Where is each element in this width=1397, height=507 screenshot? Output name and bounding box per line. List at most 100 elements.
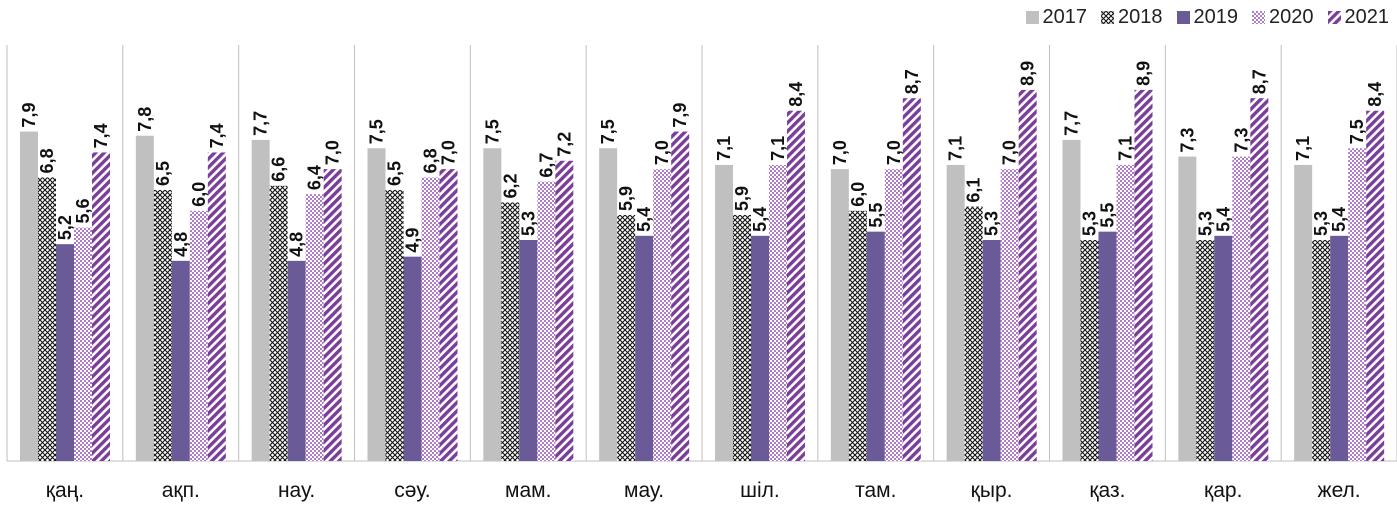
legend-label-2018: 2018 xyxy=(1118,6,1163,28)
legend-label-2017: 2017 xyxy=(1042,6,1088,28)
data-label-2017-10: 7,3 xyxy=(1177,128,1197,153)
data-label-2020-3: 6,8 xyxy=(421,148,441,173)
category-label-9: қаз. xyxy=(1089,479,1125,502)
data-label-2021-11: 8,4 xyxy=(1365,82,1385,107)
bar-2018-0 xyxy=(38,177,56,461)
legend-item-2021: 2021 xyxy=(1327,6,1390,29)
data-label-2018-3: 6,5 xyxy=(385,161,405,186)
data-label-2018-7: 6,0 xyxy=(848,182,868,207)
bar-2019-9 xyxy=(1098,231,1117,461)
data-label-2019-2: 4,8 xyxy=(287,232,307,257)
bar-2018-6 xyxy=(733,214,751,461)
legend-swatch-2017 xyxy=(1025,11,1039,24)
data-label-2021-5: 7,9 xyxy=(670,103,690,128)
data-label-2020-9: 7,1 xyxy=(1116,136,1136,161)
data-label-2017-7: 7,0 xyxy=(830,140,850,165)
data-label-2018-11: 5,3 xyxy=(1311,211,1331,236)
legend-label-2019: 2019 xyxy=(1193,6,1239,28)
bar-2019-5 xyxy=(635,235,654,461)
data-label-2020-2: 6,4 xyxy=(305,165,325,190)
data-labels-layer: 7,9 6,8 5,25,6 7,4 7,8 6,5 4,8 6,0 7,4 7,7 6,6 4,8 6… xyxy=(19,61,1385,257)
data-label-2020-11: 7,5 xyxy=(1347,119,1367,144)
data-label-2019-6: 5,4 xyxy=(750,207,770,232)
bar-2021-9 xyxy=(1134,89,1153,462)
data-label-2019-0: 5,2 xyxy=(55,215,75,240)
data-label-2017-6: 7,1 xyxy=(714,136,734,161)
data-label-2017-11: 7,1 xyxy=(1293,136,1313,161)
data-label-2018-10: 5,3 xyxy=(1195,211,1215,236)
chart-legend: 2017 2018 2019 2020 2021 xyxy=(1025,6,1390,29)
bar-2020-3 xyxy=(421,177,440,461)
bar-2017-6 xyxy=(715,164,733,461)
data-label-2019-9: 5,5 xyxy=(1098,203,1118,228)
bar-2021-6 xyxy=(787,110,805,461)
bar-2020-1 xyxy=(189,210,208,461)
data-label-2017-4: 7,5 xyxy=(482,119,502,144)
bar-2017-0 xyxy=(20,131,38,461)
category-label-11: жел. xyxy=(1318,479,1361,502)
data-label-2020-0: 5,6 xyxy=(73,198,93,223)
bar-2021-1 xyxy=(207,152,226,462)
category-label-8: қыр. xyxy=(971,479,1013,502)
bar-2021-10 xyxy=(1250,98,1269,462)
bar-2021-11 xyxy=(1366,110,1385,461)
bar-2019-0 xyxy=(56,244,74,461)
data-label-2018-2: 6,6 xyxy=(269,157,289,182)
bar-2018-1 xyxy=(153,189,172,461)
legend-label-2021: 2021 xyxy=(1344,6,1390,28)
bar-2020-10 xyxy=(1232,156,1251,461)
data-label-2017-0: 7,9 xyxy=(19,103,39,128)
category-label-6: шіл. xyxy=(740,479,780,502)
data-label-2021-0: 7,4 xyxy=(91,123,111,148)
category-label-2: нау. xyxy=(278,479,315,502)
bar-2018-9 xyxy=(1080,239,1099,461)
bar-2019-3 xyxy=(403,256,422,461)
bar-2017-4 xyxy=(483,148,502,461)
legend-item-2017: 2017 xyxy=(1025,6,1088,29)
category-label-3: сәу. xyxy=(394,479,430,502)
bar-2018-8 xyxy=(964,206,983,461)
bar-2017-3 xyxy=(367,148,386,461)
bar-2020-5 xyxy=(653,169,672,461)
bar-2020-7 xyxy=(884,169,903,461)
data-label-2021-3: 7,0 xyxy=(439,140,459,165)
bar-2019-2 xyxy=(287,260,306,461)
category-label-7: там. xyxy=(855,479,896,502)
category-label-0: қаң. xyxy=(46,479,84,502)
data-label-2021-2: 7,0 xyxy=(323,140,343,165)
bar-2018-4 xyxy=(501,202,520,461)
bar-2018-11 xyxy=(1312,239,1331,461)
bar-2020-0 xyxy=(74,227,92,461)
bars-layer xyxy=(20,89,1385,462)
data-label-2018-4: 6,2 xyxy=(500,173,520,198)
data-label-2019-7: 5,5 xyxy=(866,203,886,228)
data-label-2019-8: 5,3 xyxy=(982,211,1002,236)
legend-swatch-2021 xyxy=(1327,11,1341,24)
data-label-2019-10: 5,4 xyxy=(1213,207,1233,232)
legend-swatch-2018 xyxy=(1101,11,1114,24)
data-label-2020-6: 7,1 xyxy=(768,136,788,161)
data-label-2020-4: 6,7 xyxy=(536,153,556,178)
bar-2017-2 xyxy=(251,139,270,461)
data-label-2019-3: 4,9 xyxy=(403,228,423,253)
data-label-2020-5: 7,0 xyxy=(652,140,672,165)
category-label-10: қар. xyxy=(1204,479,1242,502)
bar-2020-2 xyxy=(305,194,324,461)
bar-2017-7 xyxy=(830,169,849,461)
bar-2017-5 xyxy=(599,148,618,461)
data-label-2019-5: 5,4 xyxy=(634,207,654,232)
bar-2019-7 xyxy=(866,231,885,461)
category-labels-layer: қаң. ақп. нау. сәу. мам. мау. шіл. там. қыр. қаз.… xyxy=(46,479,1361,502)
data-label-2017-5: 7,5 xyxy=(598,119,618,144)
bar-2017-1 xyxy=(135,135,154,462)
legend-item-2018: 2018 xyxy=(1101,6,1163,29)
bar-2019-6 xyxy=(751,235,769,461)
bar-2021-2 xyxy=(323,169,342,461)
data-label-2018-0: 6,8 xyxy=(37,148,57,173)
data-label-2019-4: 5,3 xyxy=(518,211,538,236)
legend-swatch-2019 xyxy=(1176,11,1190,24)
data-label-2018-9: 5,3 xyxy=(1080,211,1100,236)
data-label-2019-1: 4,8 xyxy=(171,232,191,257)
data-label-2019-11: 5,4 xyxy=(1329,207,1349,232)
data-label-2020-10: 7,3 xyxy=(1231,128,1251,153)
